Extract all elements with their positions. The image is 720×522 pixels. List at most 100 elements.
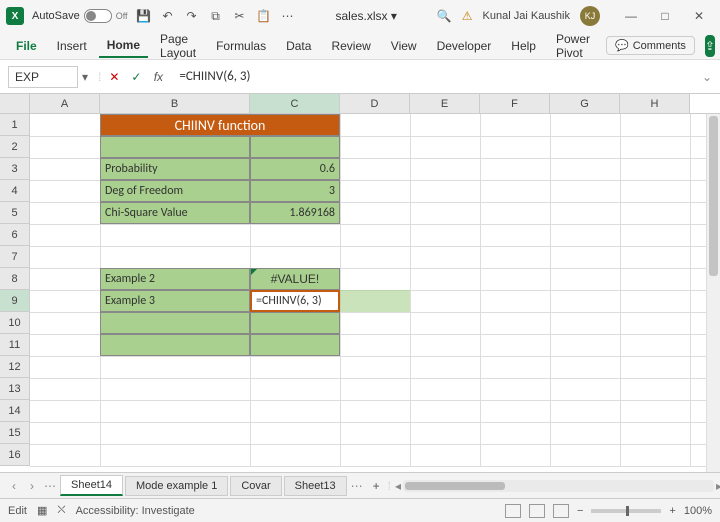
- vertical-scrollbar[interactable]: [706, 114, 720, 472]
- sheet-overflow-icon[interactable]: ⋯: [349, 478, 365, 494]
- autosave-toggle[interactable]: AutoSave Off: [32, 9, 128, 23]
- tab-pagelayout[interactable]: Page Layout: [152, 28, 204, 64]
- select-all-corner[interactable]: [0, 94, 30, 113]
- page-layout-view-icon[interactable]: [529, 504, 545, 518]
- cell-B11[interactable]: [100, 334, 250, 356]
- user-name[interactable]: Kunal Jai Kaushik: [483, 10, 570, 22]
- name-box-dropdown-icon[interactable]: ▾: [82, 70, 88, 84]
- row-header[interactable]: 9: [0, 290, 30, 312]
- col-header-E[interactable]: E: [410, 94, 480, 113]
- cell-B10[interactable]: [100, 312, 250, 334]
- tab-insert[interactable]: Insert: [49, 35, 95, 57]
- sheet-tab[interactable]: Covar: [230, 476, 281, 496]
- close-button[interactable]: ✕: [684, 4, 714, 28]
- qat-overflow-icon[interactable]: ⋯: [280, 8, 296, 24]
- redo-icon[interactable]: ↷: [184, 8, 200, 24]
- tab-review[interactable]: Review: [323, 35, 378, 57]
- cell-C4[interactable]: 3: [250, 180, 340, 202]
- scrollbar-thumb[interactable]: [709, 116, 718, 276]
- cell-B8[interactable]: Example 2: [100, 268, 250, 290]
- share-button[interactable]: ⇪: [705, 35, 715, 57]
- tab-developer[interactable]: Developer: [429, 35, 500, 57]
- zoom-slider[interactable]: [591, 509, 661, 513]
- tab-file[interactable]: File: [8, 35, 45, 57]
- normal-view-icon[interactable]: [505, 504, 521, 518]
- tab-help[interactable]: Help: [503, 35, 544, 57]
- save-icon[interactable]: 💾: [136, 8, 152, 24]
- active-cell-C9[interactable]: =CHIINV(6, 3): [250, 290, 340, 312]
- paste-icon[interactable]: 📋: [256, 8, 272, 24]
- cell-C3[interactable]: 0.6: [250, 158, 340, 180]
- page-break-view-icon[interactable]: [553, 504, 569, 518]
- col-header-B[interactable]: B: [100, 94, 250, 113]
- sheet-tab[interactable]: Mode example 1: [125, 476, 228, 496]
- row-header[interactable]: 7: [0, 246, 30, 268]
- accessibility-icon[interactable]: ⛌: [57, 504, 65, 517]
- row-header[interactable]: 3: [0, 158, 30, 180]
- comments-button[interactable]: 💬 Comments: [606, 36, 695, 55]
- worksheet-grid[interactable]: A B C D E F G H 1 2 3 4 5 6 7 8 9 10 11 …: [0, 94, 720, 472]
- cell-B5[interactable]: Chi-Square Value: [100, 202, 250, 224]
- col-header-G[interactable]: G: [550, 94, 620, 113]
- cell-C2[interactable]: [250, 136, 340, 158]
- stats-icon[interactable]: ▦: [37, 504, 47, 517]
- maximize-button[interactable]: □: [650, 4, 680, 28]
- row-header[interactable]: 1: [0, 114, 30, 136]
- col-header-C[interactable]: C: [250, 94, 340, 113]
- row-header[interactable]: 12: [0, 356, 30, 378]
- row-header[interactable]: 13: [0, 378, 30, 400]
- sheet-tab[interactable]: Sheet13: [284, 476, 347, 496]
- sheet-nav-next-icon[interactable]: ›: [24, 478, 40, 494]
- cell-B4[interactable]: Deg of Freedom: [100, 180, 250, 202]
- zoom-level[interactable]: 100%: [684, 505, 712, 517]
- row-header[interactable]: 14: [0, 400, 30, 422]
- zoom-in-icon[interactable]: +: [669, 505, 675, 517]
- tab-formulas[interactable]: Formulas: [208, 35, 274, 57]
- cut-icon[interactable]: ✂: [232, 8, 248, 24]
- tab-view[interactable]: View: [383, 35, 425, 57]
- undo-icon[interactable]: ↶: [160, 8, 176, 24]
- user-avatar[interactable]: KJ: [580, 6, 600, 26]
- row-header[interactable]: 6: [0, 224, 30, 246]
- new-sheet-button[interactable]: +: [367, 479, 386, 493]
- expand-formula-bar-icon[interactable]: ⌄: [702, 70, 712, 84]
- tab-home[interactable]: Home: [99, 34, 148, 58]
- horizontal-scrollbar[interactable]: ◂ ▸: [403, 480, 714, 492]
- tab-powerpivot[interactable]: Power Pivot: [548, 28, 598, 64]
- row-header[interactable]: 15: [0, 422, 30, 444]
- search-icon[interactable]: 🔍: [437, 9, 452, 23]
- row-header[interactable]: 4: [0, 180, 30, 202]
- sheet-tab[interactable]: Sheet14: [60, 475, 123, 496]
- cell-header[interactable]: CHIINV function: [100, 114, 340, 136]
- cell-C5[interactable]: 1.869168: [250, 202, 340, 224]
- scrollbar-thumb[interactable]: [405, 482, 505, 490]
- row-header[interactable]: 16: [0, 444, 30, 466]
- file-name[interactable]: sales.xlsx ▾: [336, 9, 397, 23]
- sheet-nav-prev-icon[interactable]: ‹: [6, 478, 22, 494]
- cell-C8[interactable]: #VALUE!: [250, 268, 340, 290]
- cell-C10[interactable]: [250, 312, 340, 334]
- name-box[interactable]: EXP: [8, 66, 78, 88]
- toggle-off-icon[interactable]: [84, 9, 112, 23]
- col-header-D[interactable]: D: [340, 94, 410, 113]
- cell-B2[interactable]: [100, 136, 250, 158]
- col-header-F[interactable]: F: [480, 94, 550, 113]
- row-header[interactable]: 11: [0, 334, 30, 356]
- zoom-out-icon[interactable]: −: [577, 505, 583, 517]
- cell-B3[interactable]: Probability: [100, 158, 250, 180]
- fx-icon[interactable]: fx: [149, 68, 167, 86]
- accessibility-status[interactable]: Accessibility: Investigate: [76, 505, 195, 517]
- cell-C11[interactable]: [250, 334, 340, 356]
- row-header[interactable]: 8: [0, 268, 30, 290]
- enter-formula-icon[interactable]: ✓: [127, 68, 145, 86]
- copy-icon[interactable]: ⧉: [208, 8, 224, 24]
- warning-icon[interactable]: ⚠: [462, 9, 473, 23]
- formula-input[interactable]: =CHIINV(6, 3): [171, 67, 698, 86]
- cancel-formula-icon[interactable]: ✕: [105, 68, 123, 86]
- cell-B9[interactable]: Example 3: [100, 290, 250, 312]
- col-header-A[interactable]: A: [30, 94, 100, 113]
- minimize-button[interactable]: —: [616, 4, 646, 28]
- tab-data[interactable]: Data: [278, 35, 319, 57]
- sheet-nav-more-icon[interactable]: ⋯: [42, 478, 58, 494]
- row-header[interactable]: 2: [0, 136, 30, 158]
